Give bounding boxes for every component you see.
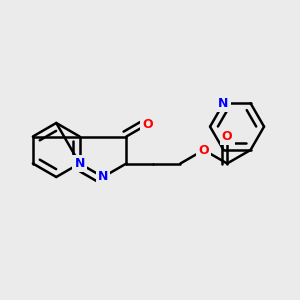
Text: O: O bbox=[199, 143, 209, 157]
Text: N: N bbox=[74, 157, 85, 170]
Text: N: N bbox=[218, 97, 229, 110]
Text: N: N bbox=[98, 170, 108, 184]
Text: O: O bbox=[142, 118, 153, 131]
Text: O: O bbox=[222, 130, 232, 143]
